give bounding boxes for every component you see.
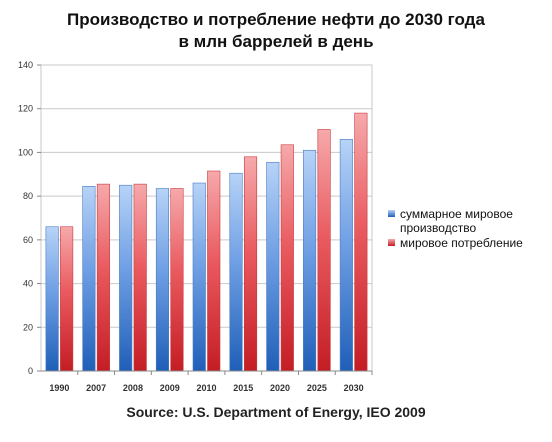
bar-production: [192, 182, 206, 372]
bar-consumption: [170, 188, 184, 372]
bar-consumption: [354, 112, 368, 372]
x-tick-label: 1990: [49, 383, 69, 393]
bar-consumption: [243, 156, 258, 372]
plot-frame: [40, 64, 373, 372]
plot-area: 0 20 40 60 80 100 120 140 1990 2007 2008 2009 2010 20…: [18, 60, 373, 393]
bar-production: [303, 149, 317, 372]
chart-title-line2: в млн баррелей в день: [178, 32, 374, 51]
y-tick-label: 140: [18, 60, 33, 70]
legend-swatch-consumption: [388, 239, 395, 246]
bar-production: [339, 139, 353, 372]
bar-production: [266, 161, 280, 372]
legend-item-consumption: мировое потребление: [388, 236, 548, 250]
x-tick-label: 2025: [307, 383, 327, 393]
bar-consumption: [133, 183, 147, 372]
bar-consumption: [60, 226, 74, 372]
bar-consumption: [280, 144, 294, 372]
bar-consumption: [96, 183, 110, 372]
legend-swatch-production: [388, 210, 395, 217]
y-tick-label: 80: [23, 191, 33, 201]
legend: суммарное мировое производство мировое п…: [388, 207, 548, 251]
y-tick-label: 60: [23, 235, 33, 245]
legend-item-production: суммарное мировое производство: [388, 207, 548, 235]
x-tick-label: 2009: [160, 383, 180, 393]
bar-production: [229, 172, 243, 372]
bar-production: [82, 186, 96, 372]
y-tick-label: 120: [18, 104, 33, 114]
x-tick-label: 2008: [123, 383, 143, 393]
y-tick-label: 20: [23, 322, 33, 332]
bar-production: [119, 184, 133, 372]
legend-label-production: суммарное мировое производство: [400, 207, 513, 235]
x-tick-label: 2007: [86, 383, 106, 393]
source-note: Source: U.S. Department of Energy, IEO 2…: [126, 404, 426, 420]
y-tick-label: 0: [28, 366, 33, 376]
bar-consumption: [207, 170, 221, 372]
legend-label-consumption: мировое потребление: [400, 236, 523, 250]
chart-title-line1: Производство и потребление нефти до 2030…: [67, 10, 485, 29]
x-tick-label: 2030: [344, 383, 364, 393]
x-tick-label: 2020: [270, 383, 290, 393]
x-tick-label: 2010: [196, 383, 216, 393]
bar-production: [155, 188, 170, 372]
y-tick-label: 40: [23, 279, 33, 289]
y-tick-label: 100: [18, 147, 33, 157]
bar-consumption: [317, 129, 331, 372]
x-tick-label: 2015: [233, 383, 253, 393]
bar-production: [45, 226, 59, 372]
